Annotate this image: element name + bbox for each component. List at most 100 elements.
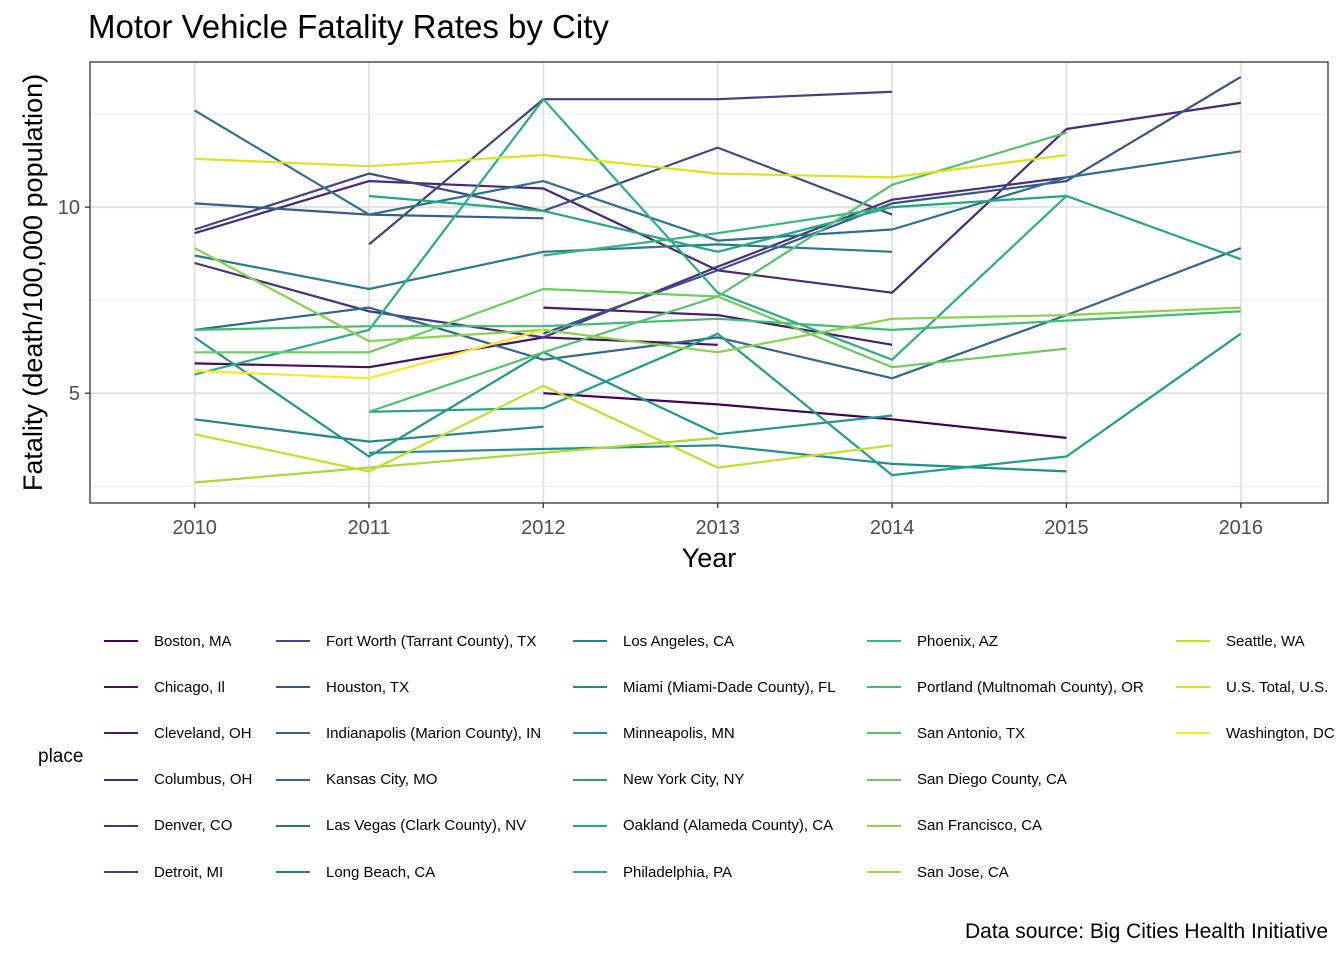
legend-key: [276, 732, 310, 735]
legend-label: Phoenix, AZ: [917, 632, 998, 650]
series-line-17: [194, 98, 1068, 376]
legend-item: Houston, TX: [276, 675, 409, 699]
legend-key: [867, 640, 901, 642]
legend-item: Miami (Miami-Dade County), FL: [573, 675, 836, 699]
legend-label: Washington, DC: [1226, 724, 1335, 742]
legend-label: Seattle, WA: [1226, 632, 1305, 650]
series-line-12: [194, 418, 544, 443]
legend-label: Indianapolis (Marion County), IN: [326, 724, 542, 742]
legend-label: Kansas City, MO: [326, 771, 438, 789]
legend-key: [867, 686, 901, 689]
legend-key: [573, 871, 607, 873]
legend-item: New York City, NY: [573, 768, 744, 792]
legend-key: [104, 871, 138, 873]
series-line-11: [194, 243, 893, 291]
legend-item: Las Vegas (Clark County), NV: [276, 814, 526, 838]
legend-key: [573, 824, 607, 827]
legend-key: [276, 640, 310, 642]
legend-item: Long Beach, CA: [276, 860, 435, 884]
series-line-23: [194, 436, 718, 484]
x-tick-label: 2015: [1044, 517, 1089, 539]
series-line-5: [368, 90, 893, 246]
series-line-18: [543, 206, 893, 257]
series-line-25: [194, 153, 1067, 179]
chart-caption: Data source: Big Cities Health Initiativ…: [965, 920, 1328, 943]
legend-item: Phoenix, AZ: [867, 629, 998, 653]
y-axis-title: Fatality (death/100,000 population): [18, 74, 48, 491]
legend-item: Chicago, Il: [104, 675, 225, 699]
plot-area: 2010 2011 2012 2013 2014 2015 2016 5 10 Year Fat…: [18, 61, 1329, 573]
panel-border: [89, 61, 1329, 504]
legend-key: [276, 778, 310, 781]
legend-key: [1176, 640, 1210, 642]
legend-label: Detroit, MI: [154, 863, 224, 881]
legend-label: Long Beach, CA: [326, 863, 436, 881]
legend-item: San Francisco, CA: [867, 814, 1042, 838]
legend-key: [276, 824, 310, 827]
legend-item: Oakland (Alameda County), CA: [573, 814, 833, 838]
legend-key: [276, 871, 310, 873]
x-tick-label: 2013: [695, 517, 740, 539]
legend-key: [867, 871, 901, 873]
x-tick-label: 2016: [1219, 517, 1264, 539]
legend-key: [573, 732, 607, 735]
legend-item: Indianapolis (Marion County), IN: [276, 721, 541, 745]
legend-key: [1176, 732, 1210, 735]
legend-label: Cleveland, OH: [154, 724, 252, 742]
legend-item: Portland (Multnomah County), OR: [867, 675, 1144, 699]
series-line-19: [194, 310, 1241, 331]
legend-label: Oakland (Alameda County), CA: [623, 817, 834, 835]
series-line-13: [368, 444, 1067, 473]
legend-label: San Jose, CA: [917, 863, 1009, 881]
series-line-16: [368, 194, 1242, 261]
chart-title: Motor Vehicle Fatality Rates by City: [88, 8, 609, 45]
legend-label: Denver, CO: [154, 817, 233, 835]
legend-key: [1176, 686, 1210, 689]
legend-label: San Francisco, CA: [917, 817, 1043, 835]
legend-item: San Antonio, TX: [867, 721, 1025, 745]
legend-item: Cleveland, OH: [104, 721, 252, 745]
legend-label: Las Vegas (Clark County), NV: [326, 817, 527, 835]
x-tick-label: 2014: [870, 517, 915, 539]
legend-title: place: [38, 746, 84, 767]
series-layer: [193, 75, 1242, 484]
x-tick-label: 2010: [172, 517, 217, 539]
tick-layer: 2010 2011 2012 2013 2014 2015 2016 5 10: [58, 197, 1263, 539]
legend-key: [104, 640, 138, 642]
legend-label: San Antonio, TX: [917, 724, 1026, 742]
legend-label: Fort Worth (Tarrant County), TX: [326, 632, 537, 650]
legend-label: Houston, TX: [326, 678, 410, 696]
legend-label: Philadelphia, PA: [623, 863, 732, 881]
legend-key: [867, 824, 901, 827]
legend-item: Denver, CO: [104, 814, 232, 838]
legend-item: Seattle, WA: [1176, 629, 1305, 653]
series-line-10: [194, 109, 1241, 242]
legend-key: [867, 778, 901, 781]
legend-label: U.S. Total, U.S.: [1226, 678, 1329, 696]
legend-key: [573, 640, 607, 642]
legend-key: [104, 732, 138, 735]
legend-item: Boston, MA: [104, 629, 232, 653]
legend-label: Boston, MA: [154, 632, 232, 650]
series-line-21: [194, 287, 1067, 369]
series-line-0: [543, 392, 1067, 439]
legend-item: Kansas City, MO: [276, 768, 437, 792]
legend-label: Miami (Miami-Dade County), FL: [623, 678, 836, 696]
legend-key: [276, 686, 310, 689]
series-line-26: [194, 328, 544, 380]
legend: place Boston, MA Chicago, Il Cleveland, OH…: [0, 600, 1344, 900]
legend-item: Minneapolis, MN: [573, 721, 735, 745]
x-axis-title: Year: [682, 543, 737, 573]
legend-item: Fort Worth (Tarrant County), TX: [276, 629, 536, 653]
series-line-15: [368, 332, 1242, 477]
legend-label: Minneapolis, MN: [623, 724, 735, 742]
legend-key: [573, 778, 607, 781]
y-tick-label: 10: [58, 197, 80, 219]
legend-label: San Diego County, CA: [917, 771, 1067, 789]
legend-item: Los Angeles, CA: [573, 629, 734, 653]
legend-key: [104, 824, 138, 827]
x-tick-label: 2012: [521, 517, 566, 539]
legend-item: Columbus, OH: [104, 768, 252, 792]
legend-label: Los Angeles, CA: [623, 632, 734, 650]
legend-key: [104, 778, 138, 781]
